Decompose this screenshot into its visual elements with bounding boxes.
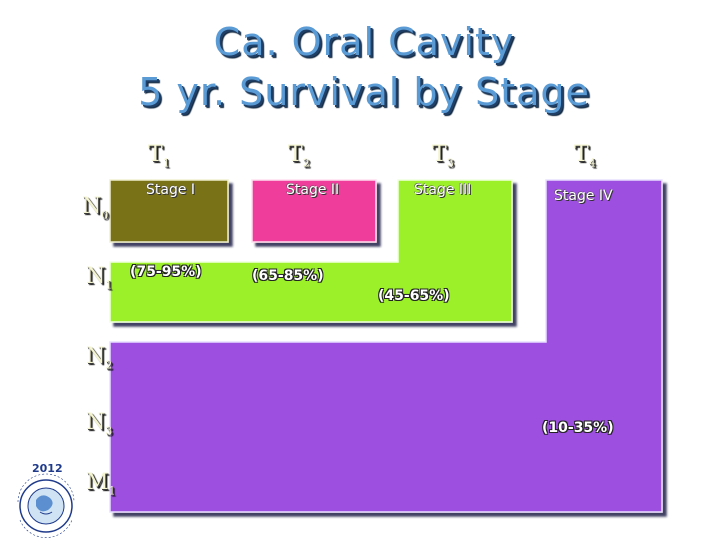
t-header-1: T1 — [148, 142, 170, 170]
t-header-2: T2 — [288, 142, 310, 170]
stage-iv-survival: (10-35%) — [542, 420, 614, 436]
stage-iii-region — [109, 179, 513, 323]
stage-i-region — [109, 179, 229, 243]
title-line-2: 5 yr. Survival by Stage — [138, 70, 590, 114]
n-header-1: N1 — [86, 264, 113, 292]
stage-ii-survival: (65-85%) — [252, 268, 324, 284]
m-header-1: M1 — [86, 470, 116, 498]
stage-iv-label: Stage IV — [554, 188, 613, 204]
ifhnos-logo — [17, 473, 75, 538]
stage-ii-region — [251, 179, 377, 243]
t-header-4: T4 — [574, 142, 596, 170]
stage-iv-region — [109, 179, 663, 513]
stage-i-label: Stage I — [146, 182, 196, 198]
title-line-1: Ca. Oral Cavity — [213, 20, 515, 64]
logo-year: 2012 — [32, 462, 63, 475]
stage-i-survival: (75-95%) — [130, 264, 202, 280]
t-header-3: T3 — [432, 142, 454, 170]
stage-iii-survival: (45-65%) — [378, 288, 450, 304]
n-header-2: N2 — [86, 344, 113, 372]
n-header-3: N3 — [86, 410, 113, 438]
stage-iii-label: Stage III — [414, 182, 472, 198]
n-header-0: N0 — [82, 194, 109, 222]
stage-ii-label: Stage II — [286, 182, 340, 198]
